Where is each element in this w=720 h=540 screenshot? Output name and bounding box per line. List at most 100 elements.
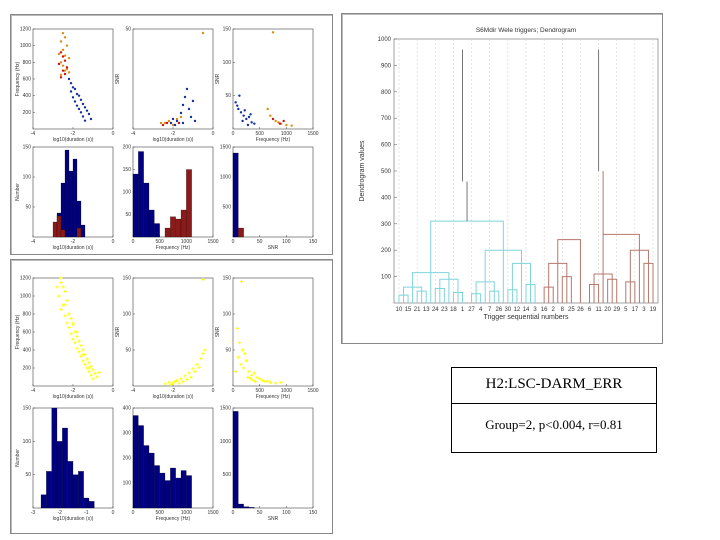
- scatter-point: [67, 77, 71, 81]
- y-tick-label: 100: [123, 481, 132, 487]
- y-tick-label: 200: [23, 110, 32, 116]
- x-tick-label: 500: [155, 510, 164, 516]
- scatter-point: [187, 371, 191, 375]
- x-tick-label: -2: [171, 131, 176, 137]
- scatter-point: [242, 366, 246, 370]
- x-tick-label: 50: [257, 239, 263, 245]
- histogram-bar: [40, 494, 47, 509]
- y-tick-label: 1000: [20, 294, 31, 300]
- y-axis-label: Dendrogram values: [359, 140, 366, 202]
- scatter-point: [59, 73, 63, 77]
- leaf-label: 8: [561, 307, 565, 313]
- scatter-point: [79, 343, 83, 348]
- leaf-label: 21: [414, 307, 421, 313]
- y-tick-label: 600: [381, 143, 392, 149]
- scatter-point: [81, 359, 85, 363]
- y-tick-label: 150: [223, 276, 232, 282]
- histogram-bar: [132, 173, 139, 238]
- scatter-point: [165, 121, 169, 125]
- histogram-bar: [248, 507, 255, 509]
- x-tick-label: 1500: [307, 388, 318, 394]
- y-tick-label: 100: [23, 175, 32, 181]
- scatter-point: [73, 100, 77, 103]
- scatter-point: [253, 380, 257, 384]
- scatter-point: [87, 112, 91, 116]
- scatter-point: [246, 375, 250, 379]
- x-tick-label: 1000: [281, 388, 292, 394]
- scatter-point: [77, 350, 81, 354]
- scatter-point: [67, 56, 71, 60]
- scatter-point: [249, 113, 252, 116]
- subplot-bl-hist-1: -3 -2 -1 0 50 100 150 log10(duration (s)) Number: [15, 406, 115, 523]
- scatter-point: [61, 64, 65, 67]
- scatter-point: [239, 111, 243, 114]
- scatter-point: [250, 121, 253, 124]
- scatter-point: [77, 94, 81, 97]
- x-tick-label: -4: [31, 239, 36, 245]
- y-axis-label: Number: [15, 183, 21, 201]
- histogram-bar: [238, 227, 244, 238]
- scatter-point: [63, 314, 67, 318]
- histogram-bar: [243, 506, 250, 509]
- histogram-bar: [180, 209, 187, 238]
- scatter-point: [83, 106, 87, 109]
- leaf-label: 2: [552, 307, 556, 313]
- x-axis-label: Frequency (Hz): [256, 394, 291, 400]
- y-tick-label: 1500: [220, 145, 231, 151]
- scatter-point: [81, 352, 85, 357]
- x-axis-label: Frequency (Hz): [156, 245, 191, 251]
- x-axis-label: log10(duration (s)): [53, 516, 94, 522]
- subplot-tl-hist-1: -4 -2 0 50 100 150 log10(duration (s)) Number: [15, 145, 115, 252]
- scatter-point: [250, 373, 254, 377]
- histogram-bar: [143, 445, 150, 509]
- x-tick-label: -3: [31, 510, 36, 516]
- scatter-point: [61, 31, 65, 35]
- histogram-bar: [238, 503, 244, 509]
- scatter-point: [245, 117, 248, 121]
- subplot-tl-hist-3: 0 50 100 150 500 1000 1500 SNR: [220, 145, 318, 252]
- x-axis-label: log10(duration (s)): [153, 137, 194, 143]
- scatter-point: [167, 119, 171, 123]
- subplot-tl-scatter-2: -4 -2 0 50 log10(duration (s)) SNR: [115, 27, 215, 144]
- scatter-point: [253, 122, 256, 125]
- x-axis-label: Frequency (Hz): [256, 137, 291, 143]
- scatter-point: [268, 380, 272, 384]
- scatter-point: [93, 371, 97, 375]
- x-tick-label: 0: [232, 510, 235, 516]
- y-tick-label: 300: [381, 222, 392, 228]
- histogram-bar: [62, 427, 68, 509]
- y-tick-label: 100: [223, 60, 232, 66]
- scatter-point: [65, 66, 69, 69]
- subplot-bl-scatter-1: -4 -2 0 200 400 600 800 1000 1200 log10(duration …: [15, 276, 115, 401]
- scatter-point: [61, 285, 65, 289]
- y-tick-label: 50: [125, 348, 131, 354]
- scatter-point: [239, 362, 243, 366]
- scatter-point: [67, 312, 71, 316]
- y-tick-label: 50: [225, 93, 231, 99]
- axes-frame: [132, 28, 214, 130]
- subplot-bl-scatter-3: 0 500 1000 1500 50 100 150 Frequency (Hz) SNR: [215, 276, 319, 401]
- x-tick-label: 0: [132, 510, 135, 516]
- y-tick-label: 100: [223, 312, 232, 318]
- scatter-point: [260, 378, 264, 382]
- scatter-point: [201, 277, 205, 282]
- y-tick-label: 50: [25, 205, 31, 211]
- scatter-point: [71, 86, 75, 89]
- scatter-point: [91, 377, 95, 381]
- x-tick-label: 1500: [207, 510, 218, 516]
- scatter-point: [171, 381, 175, 385]
- dendrogram-title: S6Mdir Wele triggers; Dendrogram: [476, 27, 576, 34]
- scatter-point: [67, 71, 71, 74]
- caption-divider: [452, 403, 656, 404]
- x-tick-label: 1500: [307, 131, 318, 137]
- x-tick-label: 500: [155, 239, 164, 245]
- scatter-point: [59, 40, 63, 43]
- histogram-bar: [51, 407, 58, 509]
- y-axis-label: Number: [15, 449, 21, 467]
- leaf-label: 10: [396, 307, 403, 313]
- scatter-point: [65, 298, 69, 303]
- histogram-bar: [180, 470, 187, 509]
- x-tick-label: 0: [112, 510, 115, 516]
- y-tick-label: 800: [23, 312, 32, 318]
- leaf-label: 6: [588, 307, 592, 313]
